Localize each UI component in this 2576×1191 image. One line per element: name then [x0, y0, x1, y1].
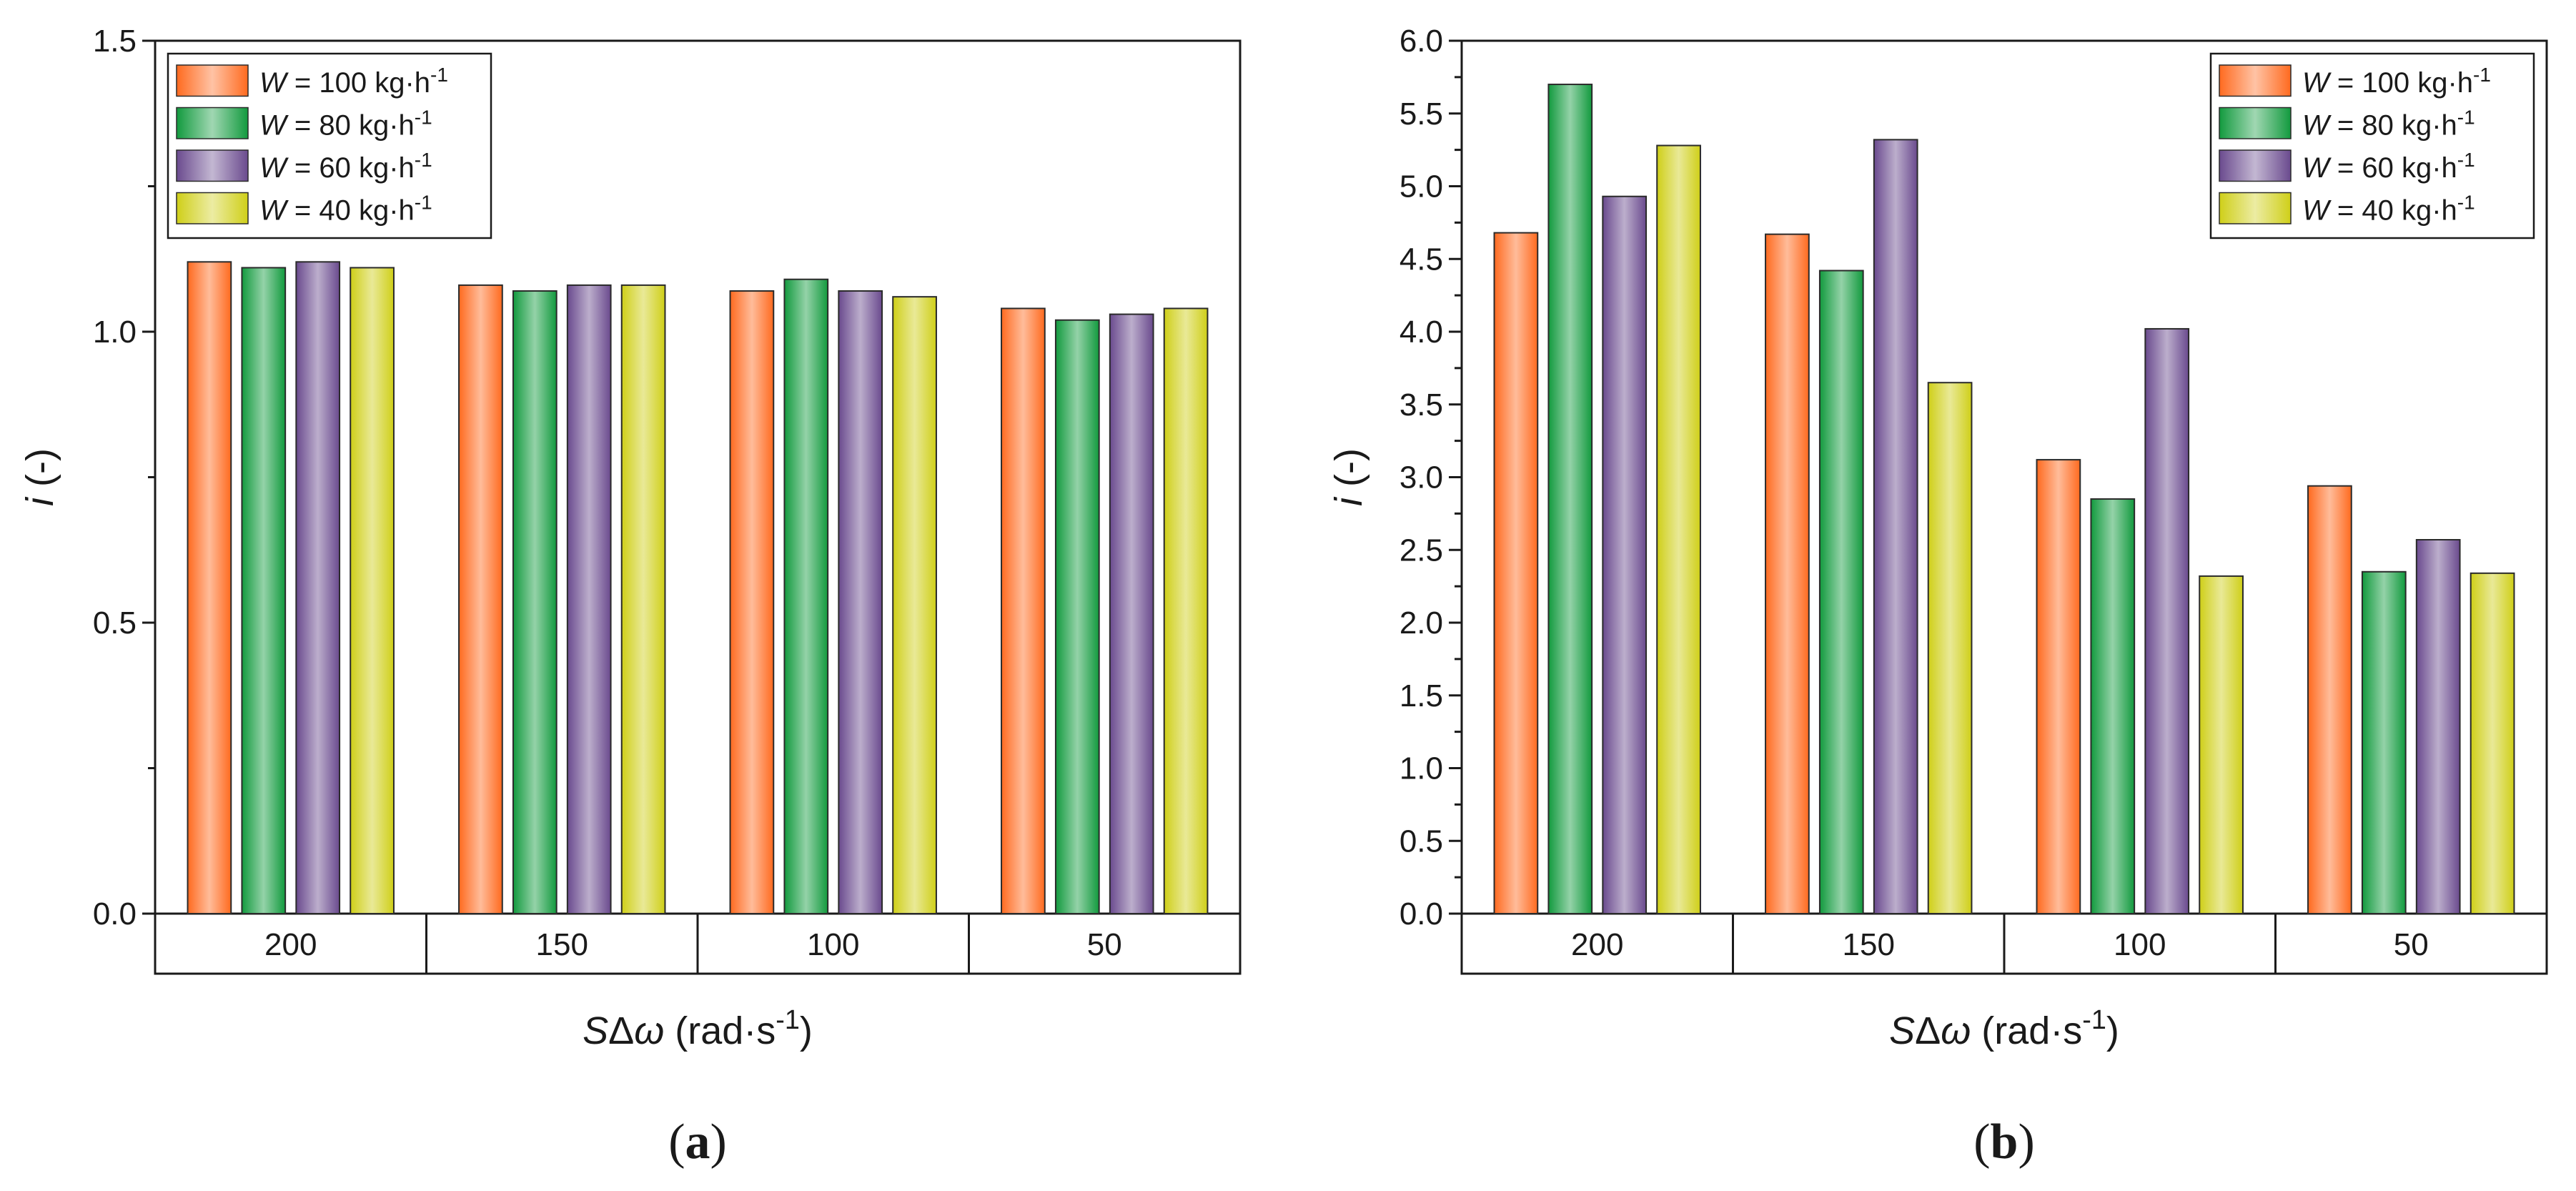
bar-w100-100: [2036, 459, 2081, 914]
bar-w80-150: [1818, 270, 1864, 914]
y-tick-label: 1.5: [1400, 678, 1443, 713]
bar-w80-150: [512, 290, 558, 914]
bar-w40-100: [2199, 575, 2244, 914]
y-tick-label: 0.5: [93, 606, 137, 641]
category-label: 200: [264, 927, 317, 962]
bar-w40-50: [2470, 572, 2515, 914]
category-label: 200: [1571, 927, 1623, 962]
bar-w40-150: [620, 284, 666, 914]
bar-w80-50: [2361, 570, 2407, 915]
y-axis-title: i (-): [19, 448, 61, 506]
bar-w100-50: [1001, 307, 1046, 914]
bar-w60-50: [2415, 539, 2461, 914]
bar-w60-100: [2144, 327, 2190, 914]
bar-w100-200: [1493, 232, 1539, 914]
bar-w100-50: [2307, 485, 2352, 914]
legend-label-w100: W = 100 kg·h-1: [2302, 63, 2491, 99]
bar-w60-100: [838, 290, 883, 914]
y-tick-label: 0.5: [1400, 824, 1443, 859]
legend-swatch-w40: [176, 192, 249, 224]
legend: W = 100 kg·h-1 W = 80 kg·h-1 W = 60 kg·h-1…: [2209, 52, 2535, 239]
category-label: 150: [536, 927, 588, 962]
y-tick-label: 0.0: [93, 896, 137, 931]
panel-label: (b): [1973, 1115, 2035, 1170]
bar-w60-200: [1602, 195, 1648, 914]
bar-w100-150: [1765, 233, 1810, 914]
legend-swatch-w80: [176, 107, 249, 139]
bar-w100-200: [187, 261, 232, 914]
bar-w80-200: [1547, 84, 1593, 914]
category-label: 50: [1087, 927, 1122, 962]
legend-swatch-w100: [2219, 64, 2292, 97]
legend-swatch-w80: [2219, 107, 2292, 139]
legend-label-w60: W = 60 kg·h-1: [2302, 148, 2475, 184]
bar-w80-200: [241, 267, 287, 914]
bar-w80-100: [2090, 498, 2136, 914]
bar-w100-150: [458, 284, 503, 914]
y-tick-label: 4.0: [1400, 315, 1443, 350]
chart-b: 0.0 0.5 1.0 1.5 2.0 2.5 3.0 3.5 4.0 4.5 5.0 5.5 6.0 2…: [1327, 24, 2548, 1170]
legend-label-w100: W = 100 kg·h-1: [259, 63, 448, 99]
y-tick-label: 2.5: [1400, 533, 1443, 568]
chart-a: 0.0 0.5 1.0 1.5 200 150 100 50 SΔω (rad·s-1) i (-…: [19, 24, 1242, 1170]
category-label: 100: [807, 927, 859, 962]
y-tick-label: 3.5: [1400, 387, 1443, 422]
category-label: 100: [2114, 927, 2166, 962]
panel-label: (a): [668, 1115, 727, 1170]
bar-w60-150: [1873, 139, 1918, 914]
x-axis-title: SΔω (rad·s-1): [1889, 1005, 2119, 1052]
legend-label-w80: W = 80 kg·h-1: [259, 106, 432, 142]
bar-w40-150: [1927, 382, 1973, 914]
legend-label-w60: W = 60 kg·h-1: [259, 148, 432, 184]
y-tick-label: 2.0: [1400, 606, 1443, 641]
y-tick-label: 0.0: [1400, 896, 1443, 931]
legend-swatch-w60: [176, 149, 249, 182]
y-tick-label: 1.5: [93, 24, 137, 59]
bar-w80-50: [1054, 319, 1100, 915]
legend-label-w80: W = 80 kg·h-1: [2302, 106, 2475, 142]
bar-w60-150: [566, 284, 612, 914]
category-label: 50: [2394, 927, 2429, 962]
bar-w40-200: [1656, 144, 1701, 914]
y-tick-label: 3.0: [1400, 460, 1443, 495]
bar-w60-200: [295, 261, 341, 914]
y-axis-title: i (-): [1327, 448, 1370, 506]
y-tick-label: 6.0: [1400, 24, 1443, 59]
bar-w40-100: [892, 296, 937, 915]
bar-w40-200: [350, 267, 395, 914]
y-tick-label: 5.0: [1400, 169, 1443, 204]
legend-swatch-w60: [2219, 149, 2292, 182]
legend-swatch-w100: [176, 64, 249, 97]
x-axis-title: SΔω (rad·s-1): [583, 1005, 813, 1052]
bar-w100-100: [729, 290, 775, 914]
bar-w60-50: [1109, 313, 1154, 914]
category-label: 150: [1843, 927, 1895, 962]
y-tick-label: 1.0: [93, 315, 137, 350]
y-tick-label: 1.0: [1400, 751, 1443, 786]
legend-label-w40: W = 40 kg·h-1: [2302, 191, 2475, 227]
bar-w80-100: [783, 278, 829, 914]
y-tick-label: 4.5: [1400, 242, 1443, 277]
bar-w40-50: [1163, 307, 1209, 914]
legend-label-w40: W = 40 kg·h-1: [259, 191, 432, 227]
legend: W = 100 kg·h-1 W = 80 kg·h-1 W = 60 kg·h-1…: [167, 52, 492, 239]
y-tick-label: 5.5: [1400, 97, 1443, 132]
legend-swatch-w40: [2219, 192, 2292, 224]
